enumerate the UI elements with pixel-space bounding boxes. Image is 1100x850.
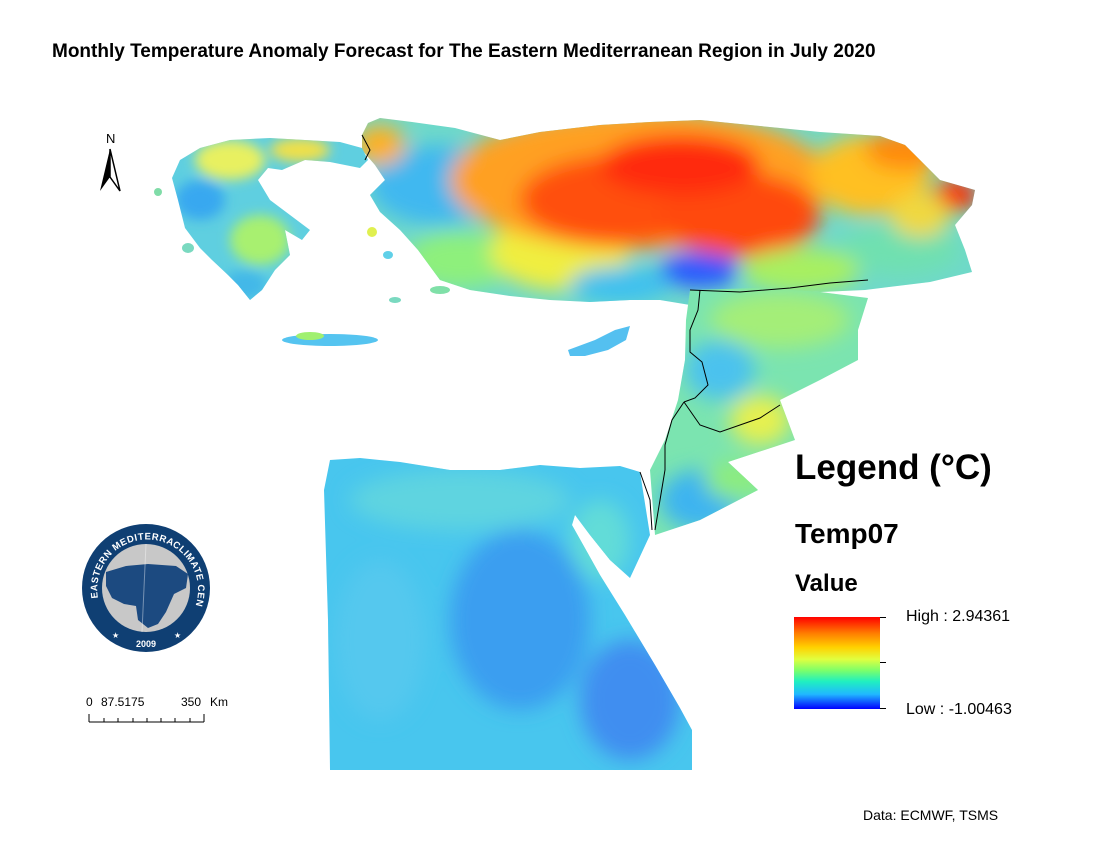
greece-anomaly-field xyxy=(172,138,368,300)
legend-field-name: Value xyxy=(795,570,858,597)
map-title: Monthly Temperature Anomaly Forecast for… xyxy=(52,41,876,62)
north-arrow-icon xyxy=(100,148,121,192)
scale-label-0: 0 xyxy=(86,695,93,709)
legend-title: Legend (°C) xyxy=(795,448,992,487)
legend-color-ramp xyxy=(794,617,880,709)
scale-bar xyxy=(88,714,205,723)
north-label: N xyxy=(106,131,116,146)
turkey-anomaly-field xyxy=(362,118,975,305)
logo-map-shape xyxy=(106,564,188,628)
legend-high-label: High : 2.94361 xyxy=(906,608,1011,625)
data-credit: Data: ECMWF, TSMS xyxy=(863,807,999,823)
egypt-anomaly-field xyxy=(324,458,692,770)
scale-label-unit: Km xyxy=(210,695,228,709)
emcc-logo: EASTERN MEDITERRANEAN CLIMATE CENTRE 200… xyxy=(78,520,212,654)
legend-tick-high xyxy=(880,617,886,618)
logo-star-right-icon: ★ xyxy=(174,631,181,640)
legend-tick-mid xyxy=(880,662,886,663)
country-borders xyxy=(361,134,869,531)
islands xyxy=(154,188,630,356)
levant-anomaly-field xyxy=(650,288,868,535)
logo-year: 2009 xyxy=(136,639,156,649)
legend-tick-low xyxy=(880,708,886,709)
legend-layer-name: Temp07 xyxy=(795,518,899,549)
scale-label-1: 87.5175 xyxy=(101,695,145,709)
logo-star-left-icon: ★ xyxy=(112,631,119,640)
scale-label-2: 350 xyxy=(181,695,202,709)
legend-low-label: Low : -1.00463 xyxy=(906,701,1012,718)
